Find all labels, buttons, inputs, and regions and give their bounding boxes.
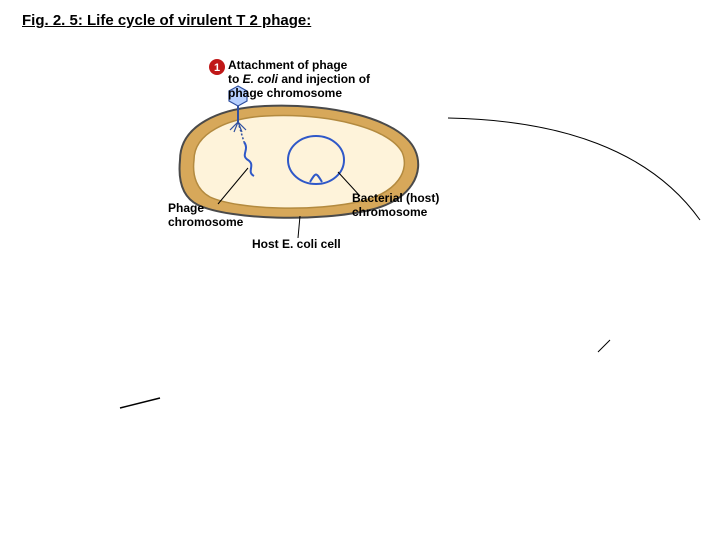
label-phage-chromosome-2: chromosome xyxy=(168,215,244,229)
label-host-cell: Host E. coli cell xyxy=(252,237,341,251)
step-badge-number: 1 xyxy=(214,62,220,74)
leader-host-cell xyxy=(298,216,300,238)
stray-left-tick xyxy=(120,398,160,408)
step-text-italic: E. coli xyxy=(243,72,279,86)
step-text-line-1: Attachment of phage xyxy=(228,58,348,72)
stray-right-arc xyxy=(448,118,700,352)
label-bacterial-chromosome-2: chromosome xyxy=(352,205,428,219)
label-bacterial-chromosome-1: Bacterial (host) xyxy=(352,191,439,205)
step-badge: 1 xyxy=(209,59,225,75)
step-text-line-2: to E. coli and injection of xyxy=(228,72,371,86)
label-phage-chromosome-1: Phage xyxy=(168,201,204,215)
step-text-line-3: phage chromosome xyxy=(228,86,342,100)
diagram-canvas: 1 Attachment of phage to E. coli and inj… xyxy=(0,0,720,540)
step-text: Attachment of phage to E. coli and injec… xyxy=(228,58,371,100)
